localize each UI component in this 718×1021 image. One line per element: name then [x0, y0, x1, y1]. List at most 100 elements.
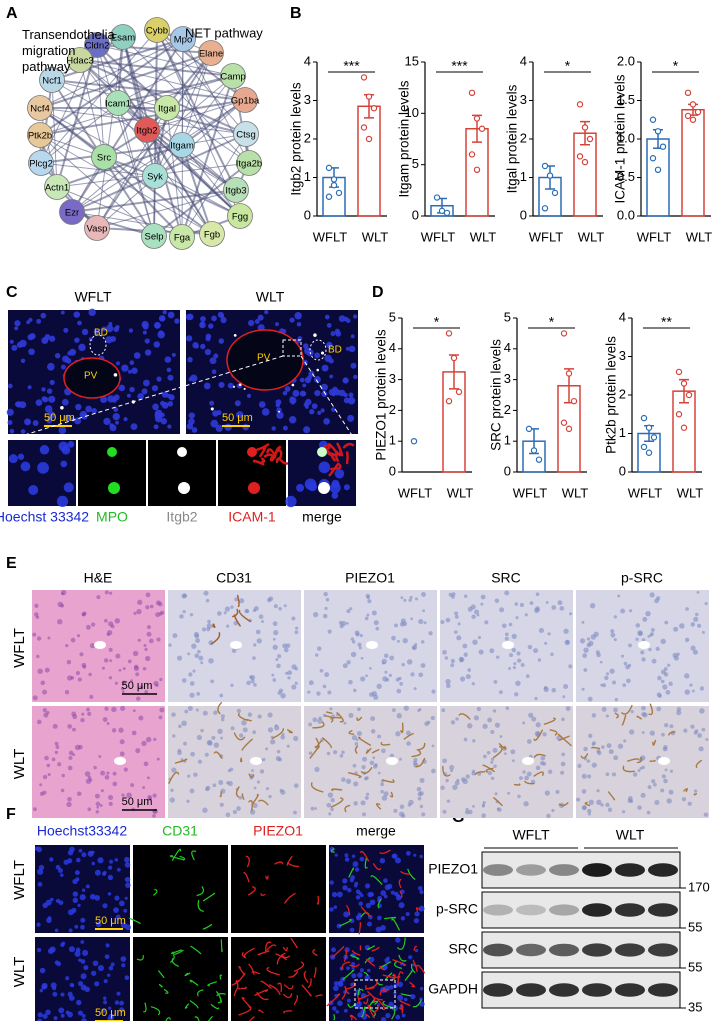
- cell: [181, 720, 187, 727]
- vessel: [196, 886, 204, 896]
- cell: [294, 312, 302, 320]
- cell: [587, 696, 593, 702]
- vessel: [197, 900, 204, 912]
- cell: [67, 765, 73, 771]
- cell: [28, 348, 35, 356]
- cell: [503, 752, 507, 756]
- cell: [381, 795, 388, 801]
- cell: [383, 653, 389, 658]
- cell: [701, 727, 706, 732]
- vessel: [220, 939, 223, 953]
- cell: [684, 673, 690, 679]
- cell: [265, 787, 270, 791]
- cell: [320, 408, 325, 413]
- cell: [65, 1010, 70, 1015]
- y-axis-label: Itgb2 protein levels: [289, 82, 304, 196]
- cell: [47, 362, 55, 371]
- cell: [181, 593, 187, 599]
- cell: [365, 902, 372, 909]
- cell: [403, 997, 408, 1002]
- cell: [351, 640, 356, 644]
- cell: [396, 688, 402, 694]
- cell: [285, 495, 297, 508]
- cell: [112, 781, 118, 787]
- cell: [445, 778, 449, 783]
- band: [648, 863, 678, 877]
- cell: [213, 710, 218, 715]
- network-node: [67, 47, 93, 73]
- vessel: [399, 1000, 411, 1007]
- cell: [535, 722, 541, 728]
- y-tick-label: 4: [619, 309, 626, 324]
- cell: [255, 629, 261, 635]
- cell: [329, 374, 334, 379]
- node-label: Icam1: [105, 99, 131, 110]
- cell: [188, 672, 193, 677]
- network-edge: [39, 134, 213, 235]
- vessel: [240, 757, 243, 763]
- vessel: [382, 974, 396, 979]
- cell: [194, 633, 200, 639]
- cell: [355, 632, 360, 637]
- cell: [410, 672, 415, 677]
- vessel: [286, 729, 293, 734]
- cell: [508, 622, 513, 627]
- cell: [629, 729, 635, 735]
- cell: [322, 684, 327, 689]
- cell: [106, 722, 110, 725]
- vessel: [248, 963, 255, 975]
- cell: [380, 789, 384, 794]
- cell: [348, 345, 356, 353]
- vessel: [338, 451, 344, 457]
- cell: [205, 335, 211, 342]
- cell: [577, 763, 582, 768]
- vessel: [343, 949, 348, 962]
- band: [549, 943, 579, 957]
- vessel: [266, 966, 280, 976]
- cell: [121, 963, 126, 968]
- cell: [119, 739, 125, 745]
- x-tick-label: WLT: [562, 485, 589, 500]
- vessel: [283, 984, 294, 990]
- cell: [472, 639, 478, 645]
- cell: [284, 386, 291, 392]
- cell: [252, 730, 257, 735]
- cell: [331, 407, 336, 412]
- y-tick-label: 0: [504, 463, 511, 478]
- network-edge: [96, 36, 124, 229]
- cell: [42, 1013, 48, 1019]
- vessel: [316, 895, 319, 905]
- cell: [104, 774, 110, 780]
- cell: [346, 966, 350, 971]
- cell: [57, 618, 63, 625]
- cell: [39, 783, 43, 787]
- cell: [504, 632, 509, 637]
- cell: [152, 814, 156, 818]
- marker-label: 170: [688, 879, 710, 894]
- cell: [34, 846, 40, 851]
- node-label: Cldn2: [85, 41, 110, 52]
- cell: [658, 694, 662, 698]
- cell: [42, 708, 48, 713]
- network-node: [27, 95, 53, 121]
- cell: [440, 785, 445, 791]
- cell: [112, 771, 117, 776]
- vessel: [271, 728, 285, 739]
- y-tick-label: 4: [389, 340, 396, 355]
- node-label: Syk: [147, 172, 163, 183]
- cell: [109, 424, 117, 432]
- vessel: [365, 747, 372, 754]
- cell: [657, 675, 662, 681]
- cell: [628, 643, 632, 648]
- cell: [544, 790, 551, 796]
- cell: [199, 321, 204, 326]
- cell: [665, 689, 671, 695]
- cell: [645, 611, 651, 617]
- cell: [211, 369, 217, 374]
- cell: [227, 382, 234, 389]
- cell: [261, 408, 270, 416]
- cell: [408, 598, 412, 602]
- cell: [690, 724, 695, 729]
- cell: [353, 374, 358, 380]
